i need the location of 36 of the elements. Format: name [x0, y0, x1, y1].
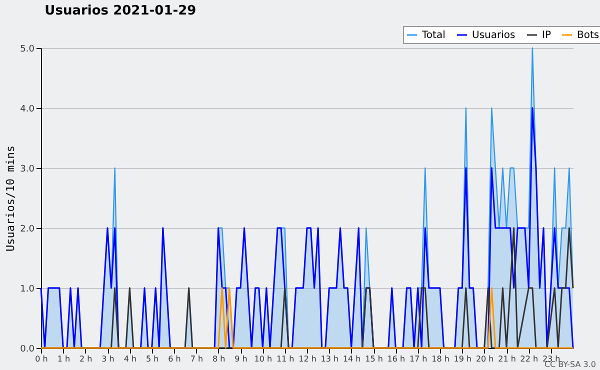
- y-tick-label: 1.0: [20, 284, 35, 294]
- y-tick-label: 2.0: [20, 224, 35, 234]
- x-tick-label: 13 h: [320, 354, 339, 364]
- text: CC BY-SA 3.0: [544, 360, 596, 369]
- x-tick-label: 0 h: [35, 354, 48, 364]
- x-tick-label: 12 h: [298, 354, 316, 364]
- legend-label: Bots: [577, 30, 600, 41]
- x-tick-label: 9 h: [234, 354, 248, 364]
- y-tick-label: 5.0: [20, 44, 35, 54]
- x-tick-label: 22 h: [520, 354, 538, 364]
- x-tick-label: 19 h: [454, 354, 472, 364]
- x-tick-label: 18 h: [432, 354, 450, 364]
- y-tick-label: 0.0: [20, 344, 35, 354]
- x-tick-label: 21 h: [498, 354, 516, 364]
- x-tick-label: 2 h: [79, 354, 92, 364]
- x-tick-label: 7 h: [190, 354, 204, 364]
- x-tick-label: 14 h: [342, 354, 361, 364]
- x-tick-label: 17 h: [409, 354, 428, 364]
- chart-title: Usuarios 2021-01-29: [44, 4, 196, 18]
- x-tick-label: 11 h: [276, 354, 294, 364]
- x-tick-label: 16 h: [387, 354, 406, 364]
- y-tick-label: 4.0: [20, 104, 35, 114]
- legend-label: Usuarios: [472, 30, 516, 41]
- x-tick-label: 8 h: [212, 354, 226, 364]
- x-tick-label: 1 h: [57, 354, 70, 364]
- x-tick-label: 3 h: [102, 354, 114, 364]
- x-tick-label: 15 h: [365, 354, 383, 364]
- x-tick-label: 5 h: [146, 354, 159, 364]
- x-tick-label: 20 h: [476, 354, 494, 364]
- legend-label: IP: [542, 30, 551, 41]
- legend-label: Total: [421, 30, 446, 41]
- x-tick-label: 6 h: [168, 354, 181, 364]
- x-tick-label: 10 h: [254, 354, 272, 364]
- y-tick-label: 3.0: [20, 164, 35, 174]
- x-tick-label: 4 h: [124, 354, 137, 364]
- y-axis-title: Usuarios/10 mins: [4, 146, 18, 252]
